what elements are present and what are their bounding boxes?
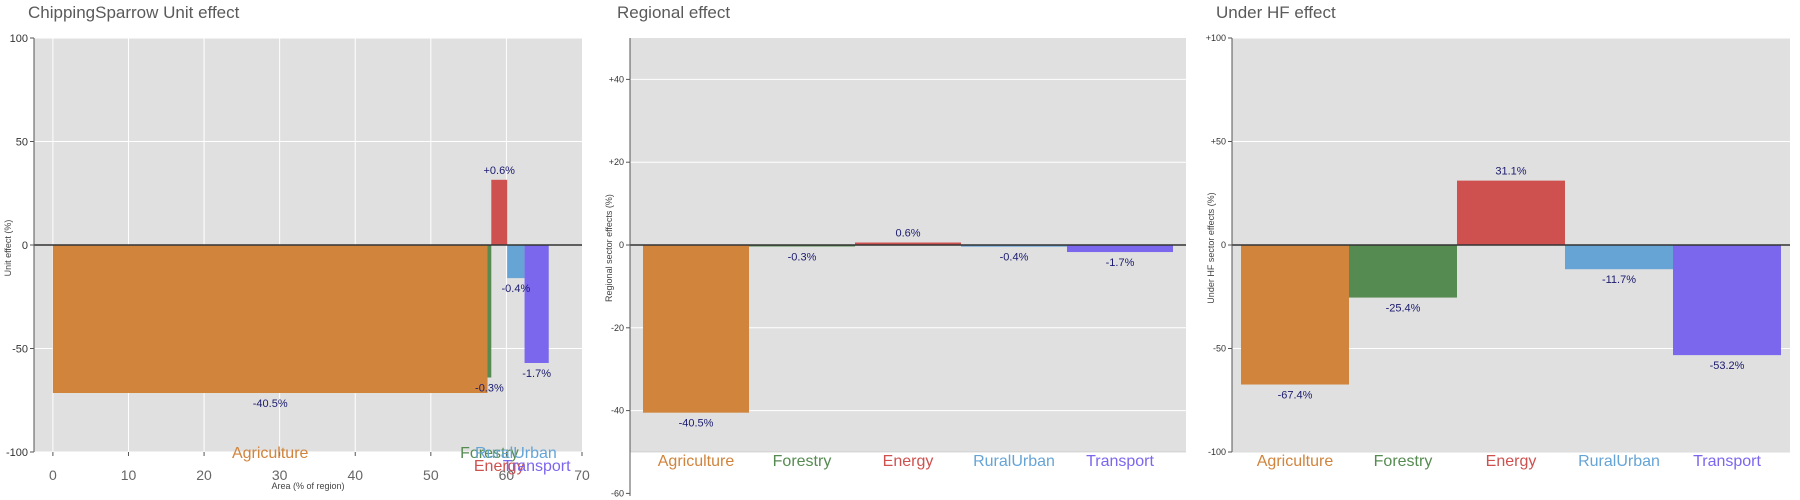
category-label-forestry: Forestry xyxy=(460,445,519,462)
y-axis-label: Regional sector effects (%) xyxy=(604,194,614,302)
bar-agriculture xyxy=(52,245,488,394)
category-label-transport: Transport xyxy=(1086,453,1154,470)
bar-ruralurban xyxy=(507,245,525,279)
data-label-ruralurban: -0.4% xyxy=(501,283,530,295)
x-tick-label: 70 xyxy=(574,467,590,483)
data-label-transport: -53.2% xyxy=(1710,360,1745,372)
data-label-forestry: -0.3% xyxy=(788,252,817,264)
panel-title: ChippingSparrow Unit effect xyxy=(28,3,240,22)
panel-title: Under HF effect xyxy=(1216,3,1336,22)
category-label-ruralurban: RuralUrban xyxy=(1578,453,1660,470)
category-label-forestry: Forestry xyxy=(773,453,832,470)
x-tick-label: 20 xyxy=(196,467,212,483)
bar-energy xyxy=(855,242,961,245)
data-label-forestry: -0.3% xyxy=(475,382,504,394)
category-label-transport: Transport xyxy=(1693,453,1761,470)
y-tick-label: +50 xyxy=(1211,137,1226,147)
data-label-energy: +0.6% xyxy=(483,165,515,177)
data-label-forestry: -25.4% xyxy=(1386,303,1421,315)
data-label-transport: -1.7% xyxy=(522,368,551,380)
data-label-agriculture: -40.5% xyxy=(253,398,288,410)
x-tick-label: 40 xyxy=(347,467,363,483)
category-label-energy: Energy xyxy=(474,458,525,475)
y-tick-label: 0 xyxy=(22,240,28,252)
chart-panel-3: Under HF effect -100 -50 0 +50 +100 Under HF s… xyxy=(1206,3,1790,470)
data-label-energy: 31.1% xyxy=(1495,166,1526,178)
data-label-transport: -1.7% xyxy=(1106,257,1135,269)
x-tick-label: 10 xyxy=(121,467,137,483)
bar-transport xyxy=(524,245,549,363)
y-tick-label: -60 xyxy=(611,488,624,498)
y-tick-label: -50 xyxy=(12,344,28,356)
category-label-energy: Energy xyxy=(1486,453,1537,470)
y-tick-label: -100 xyxy=(6,447,28,459)
category-label-forestry: Forestry xyxy=(1374,453,1433,470)
bar-agriculture xyxy=(643,245,749,413)
category-label-agriculture: Agriculture xyxy=(658,453,735,470)
bar-forestry xyxy=(1349,245,1457,298)
data-label-agriculture: -40.5% xyxy=(679,418,714,430)
y-tick-label: +100 xyxy=(1206,33,1226,43)
y-tick-label: 0 xyxy=(619,240,624,250)
x-tick-label: 30 xyxy=(272,467,288,483)
bar-energy xyxy=(491,179,508,245)
category-label-ruralurban: RuralUrban xyxy=(973,453,1055,470)
bar-ruralurban xyxy=(1565,245,1673,270)
y-tick-label: 0 xyxy=(1221,240,1226,250)
chart-panel-2: Regional effect -60 -40 -20 0 +20 +40 Regional … xyxy=(604,3,1186,498)
y-tick-label: -20 xyxy=(611,323,624,333)
y-tick-label: 50 xyxy=(16,137,28,149)
x-tick-label: 0 xyxy=(49,467,57,483)
y-axis-label: Unit effect (%) xyxy=(3,220,13,277)
bar-ruralurban xyxy=(961,245,1067,247)
bar-transport xyxy=(1067,245,1173,253)
x-tick-label: 50 xyxy=(423,467,439,483)
x-axis-label: Area (% of region) xyxy=(271,481,344,491)
data-label-ruralurban: -0.4% xyxy=(1000,252,1029,264)
bar-forestry xyxy=(487,245,492,378)
category-label-ruralurban: RuralUrban xyxy=(475,445,557,462)
y-tick-label: 100 xyxy=(10,33,28,45)
category-label-agriculture: Agriculture xyxy=(1257,453,1334,470)
chart-panel-1: ChippingSparrow Unit effect-100-50050100… xyxy=(3,3,590,491)
category-label-energy: Energy xyxy=(883,453,934,470)
category-label-transport: Transport xyxy=(503,458,571,475)
y-tick-label: -40 xyxy=(611,406,624,416)
bar-agriculture xyxy=(1241,245,1349,385)
category-label-agriculture: Agriculture xyxy=(232,445,309,462)
y-tick-label: -100 xyxy=(1208,447,1226,457)
panel-title: Regional effect xyxy=(617,3,730,22)
data-label-ruralurban: -11.7% xyxy=(1602,274,1636,286)
bar-transport xyxy=(1673,245,1781,356)
y-tick-label: +40 xyxy=(609,74,624,84)
y-axis-label: Under HF sector effects (%) xyxy=(1206,192,1216,303)
data-label-agriculture: -67.4% xyxy=(1278,390,1313,402)
y-tick-label: +20 xyxy=(609,157,624,167)
bar-energy xyxy=(1457,180,1565,245)
x-tick-label: 60 xyxy=(499,467,515,483)
y-tick-label: -50 xyxy=(1213,344,1226,354)
data-label-energy: 0.6% xyxy=(895,228,920,240)
